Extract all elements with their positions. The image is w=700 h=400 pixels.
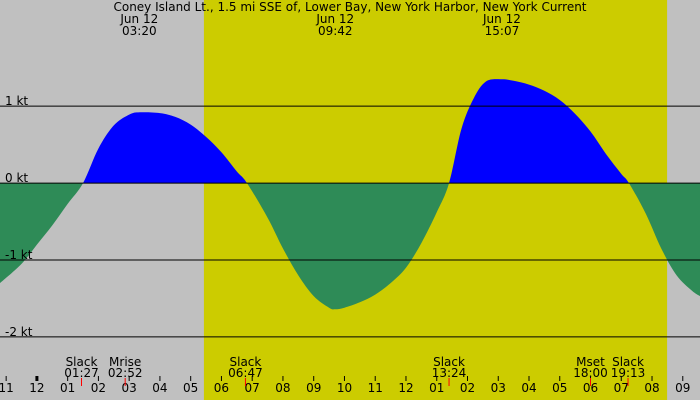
x-tick-label: 08 xyxy=(644,381,659,395)
peak-time: 09:42 xyxy=(318,24,353,38)
event-label: Slack xyxy=(230,355,262,369)
event-label: Slack xyxy=(66,355,98,369)
event-time: 13:24 xyxy=(432,366,467,380)
x-tick-label: 03 xyxy=(122,381,137,395)
x-tick-label: 04 xyxy=(152,381,167,395)
x-tick-label: 02 xyxy=(91,381,106,395)
event-time: 02:52 xyxy=(108,366,143,380)
x-tick-label: 01 xyxy=(429,381,444,395)
ebb-area xyxy=(0,183,700,310)
x-tick-label: 12 xyxy=(29,381,44,395)
event-label: Slack xyxy=(433,355,465,369)
event-label: Mrise xyxy=(109,355,141,369)
peak-time: 15:07 xyxy=(485,24,520,38)
x-tick-label: 06 xyxy=(583,381,598,395)
y-tick-label: 1 kt xyxy=(5,94,28,108)
x-tick-label: 05 xyxy=(183,381,198,395)
event-time: 18:00 xyxy=(573,366,608,380)
x-tick-label: 07 xyxy=(245,381,260,395)
y-tick-label: -2 kt xyxy=(5,325,33,339)
x-tick-label: 11 xyxy=(368,381,383,395)
x-tick-label: 01 xyxy=(60,381,75,395)
x-tick-label: 11 xyxy=(0,381,14,395)
peak-date: Jun 12 xyxy=(119,12,158,26)
flood-area xyxy=(83,79,629,184)
y-tick-label: -1 kt xyxy=(5,248,33,262)
event-time: 19:13 xyxy=(611,366,646,380)
event-time: 06:47 xyxy=(228,366,263,380)
x-tick-label: 05 xyxy=(552,381,567,395)
peak-date: Jun 12 xyxy=(482,12,521,26)
peak-time: 03:20 xyxy=(122,24,157,38)
event-time: 01:27 xyxy=(64,366,99,380)
peak-date: Jun 12 xyxy=(315,12,354,26)
x-tick-label: 03 xyxy=(491,381,506,395)
chart-title: Coney Island Lt., 1.5 mi SSE of, Lower B… xyxy=(113,0,586,14)
x-tick-label: 07 xyxy=(614,381,629,395)
x-tick-label: 10 xyxy=(337,381,352,395)
y-tick-label: 0 kt xyxy=(5,171,28,185)
x-tick-label: 02 xyxy=(460,381,475,395)
event-label: Slack xyxy=(612,355,644,369)
x-tick-label: 09 xyxy=(306,381,321,395)
x-tick-label: 09 xyxy=(675,381,690,395)
x-tick-label: 04 xyxy=(521,381,536,395)
x-tick-label: 08 xyxy=(275,381,290,395)
x-tick-label: 06 xyxy=(214,381,229,395)
event-label: Mset xyxy=(576,355,605,369)
x-tick-label: 12 xyxy=(398,381,413,395)
